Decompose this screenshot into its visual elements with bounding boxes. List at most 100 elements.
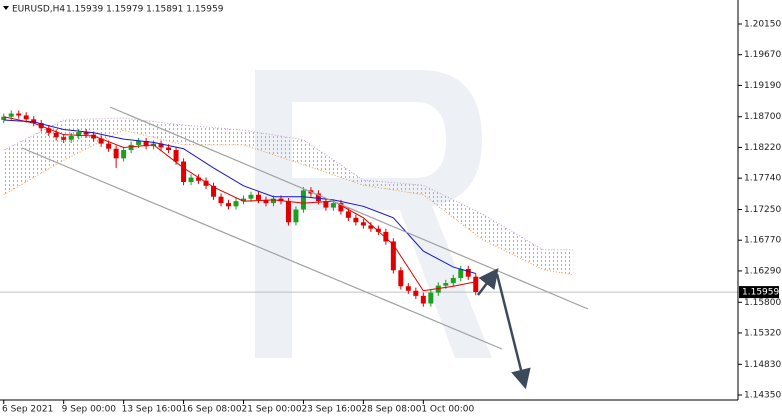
candle-body xyxy=(345,211,351,218)
y-tick-label: 1.19670 xyxy=(744,50,781,60)
y-tick-label: 1.18700 xyxy=(744,112,781,122)
watermark xyxy=(255,70,492,358)
candle-body xyxy=(278,198,284,202)
candle-body xyxy=(113,148,119,159)
x-tick-label: 28 Sep 08:00 xyxy=(361,405,421,415)
candle-body xyxy=(46,128,52,133)
y-tick-label: 1.15320 xyxy=(744,328,781,338)
candle-body xyxy=(383,231,389,242)
candle-body xyxy=(121,150,127,159)
candle-body xyxy=(1,116,7,120)
candle-body xyxy=(390,241,396,271)
candle-body xyxy=(323,201,329,208)
channel-upper xyxy=(109,106,589,310)
candle-body xyxy=(128,144,134,151)
candle-body xyxy=(166,147,172,151)
candle-body xyxy=(53,132,59,138)
candle-body xyxy=(413,290,419,296)
candle-body xyxy=(360,222,366,226)
candle-body xyxy=(270,198,276,204)
candle-body xyxy=(143,141,149,147)
cloud xyxy=(183,125,244,145)
candle-body xyxy=(188,177,194,182)
candle-body xyxy=(173,150,179,162)
candle-body xyxy=(353,217,359,223)
candle-body xyxy=(473,276,479,293)
indicator-line xyxy=(3,116,476,292)
candle-body xyxy=(398,270,404,287)
arrow-up xyxy=(477,268,499,296)
candle-body xyxy=(98,138,104,144)
candle-body xyxy=(203,180,209,186)
candle-body xyxy=(226,203,232,207)
candle-body xyxy=(233,201,239,207)
y-tick-label: 1.16770 xyxy=(744,236,781,246)
candle-body xyxy=(293,209,299,223)
candle-body xyxy=(338,203,344,212)
candle-body xyxy=(158,143,164,148)
candle-body xyxy=(83,132,89,135)
y-tick-label: 1.17740 xyxy=(744,174,781,184)
candle-body xyxy=(285,201,291,223)
y-tick-label: 1.15800 xyxy=(744,298,781,308)
candle-body xyxy=(241,198,247,202)
menu-icon[interactable] xyxy=(3,6,9,10)
candle-body xyxy=(368,225,374,229)
candle-body xyxy=(8,113,14,117)
candle-body xyxy=(263,199,269,204)
cloud xyxy=(483,214,544,270)
candle-body xyxy=(450,277,456,284)
x-tick-label: 23 Sep 16:00 xyxy=(301,405,361,415)
candle-body xyxy=(23,115,29,120)
cloud xyxy=(363,180,424,195)
candle-body xyxy=(375,228,381,232)
candle-body xyxy=(76,132,82,136)
x-tick-label: 6 Sep 2021 xyxy=(2,405,53,415)
cloud xyxy=(243,130,304,165)
cloud xyxy=(3,119,64,195)
candle-body xyxy=(300,190,306,210)
symbol: EURUSD,H4 xyxy=(12,5,65,15)
candle-body xyxy=(255,194,261,200)
candle-body xyxy=(196,177,202,181)
candle-body xyxy=(136,141,142,145)
x-tick-label: 9 Sep 00:00 xyxy=(62,405,117,415)
x-tick-label: 16 Sep 08:00 xyxy=(182,405,242,415)
cloud xyxy=(543,249,574,275)
candle-body xyxy=(91,134,97,139)
y-tick-label: 1.20150 xyxy=(744,19,781,29)
candle-body xyxy=(61,137,67,140)
channel-lower xyxy=(21,147,503,350)
candle-body xyxy=(248,194,254,199)
candle-body xyxy=(420,295,426,304)
y-tick-label: 1.16290 xyxy=(744,266,781,276)
candle-body xyxy=(465,268,471,277)
candle-body xyxy=(181,161,187,182)
cloud-span-a xyxy=(3,129,574,276)
candle-body xyxy=(218,196,224,204)
cloud xyxy=(303,139,364,186)
x-tick-label: 21 Sep 00:00 xyxy=(242,405,302,415)
y-tick-label: 1.19190 xyxy=(744,81,781,91)
ohlc: 1.15939 1.15979 1.15891 1.15959 xyxy=(66,5,224,15)
candle-body xyxy=(428,292,434,304)
candle-body xyxy=(330,203,336,208)
candle-body xyxy=(315,193,321,202)
candle-body xyxy=(458,268,464,278)
cloud xyxy=(423,185,484,241)
y-tick-label: 1.18220 xyxy=(744,143,781,153)
candle-body xyxy=(211,185,217,197)
bid-box xyxy=(739,286,779,299)
x-tick-label: 1 Oct 00:00 xyxy=(421,405,474,415)
y-tick-label: 1.17250 xyxy=(744,205,781,215)
bid-label: 1.15959 xyxy=(742,288,779,298)
candle-body xyxy=(16,113,22,116)
candle-body xyxy=(405,286,411,291)
arrow-down xyxy=(495,273,531,390)
candle-body xyxy=(68,135,74,140)
x-tick-label: 13 Sep 16:00 xyxy=(122,405,182,415)
candle-body xyxy=(31,119,37,124)
candle-body xyxy=(435,285,441,293)
y-tick-label: 1.14830 xyxy=(744,360,781,370)
